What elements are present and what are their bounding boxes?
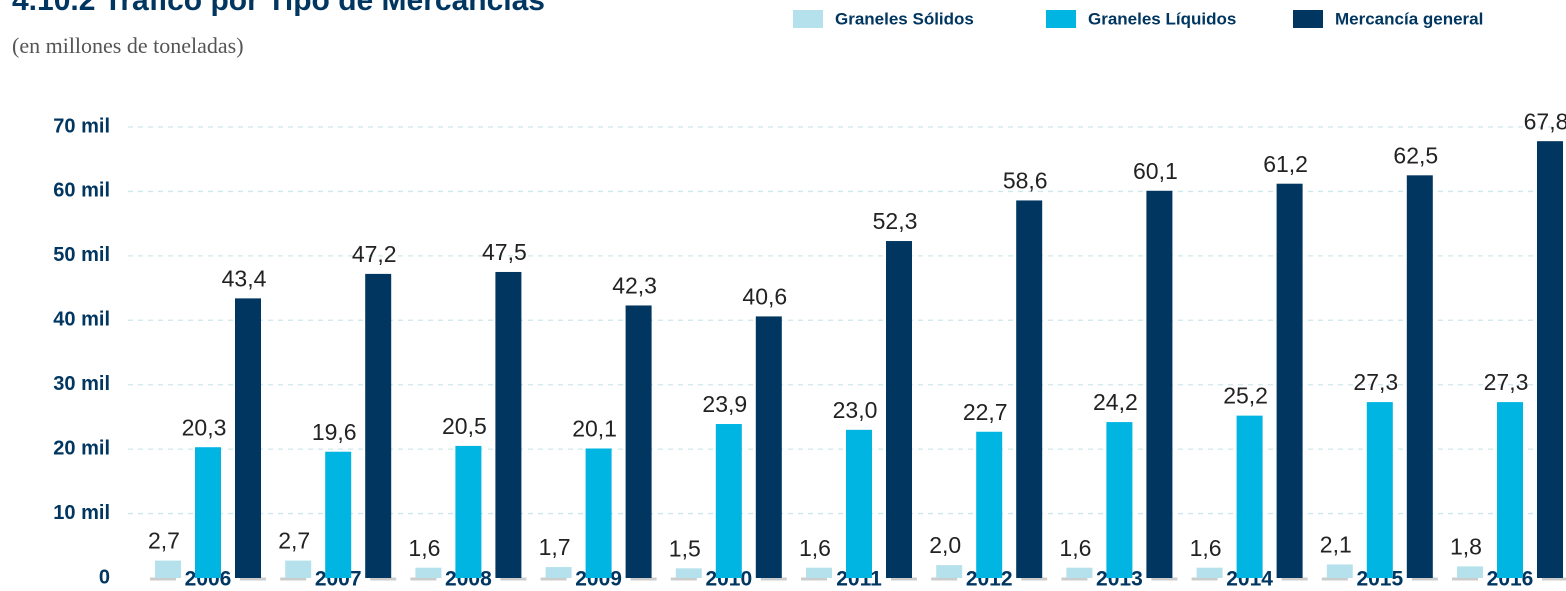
legend-swatch (1046, 10, 1076, 28)
value-label: 43,4 (222, 265, 267, 291)
value-label: 1,8 (1450, 533, 1482, 559)
bar (675, 568, 702, 578)
value-label: 47,2 (352, 241, 397, 267)
value-label: 25,2 (1223, 383, 1268, 409)
value-label: 27,3 (1353, 369, 1398, 395)
value-label: 22,7 (963, 399, 1008, 425)
legend-label: Mercancía general (1335, 9, 1483, 28)
bar (285, 560, 312, 578)
value-label: 1,6 (1059, 535, 1091, 561)
bar (1236, 415, 1263, 578)
y-tick-label: 40 mil (53, 309, 110, 331)
y-tick-label: 50 mil (53, 244, 110, 266)
bar (755, 316, 782, 578)
legend-swatch (1293, 10, 1323, 28)
chart-subtitle: (en millones de toneladas) (12, 33, 244, 58)
value-label: 67,8 (1524, 108, 1566, 134)
bar (1146, 190, 1173, 578)
bar (846, 429, 872, 578)
bar (585, 448, 612, 578)
value-label: 1,6 (1190, 535, 1222, 561)
bar (886, 241, 912, 578)
value-label: 2,7 (278, 528, 310, 554)
value-label: 20,1 (572, 416, 617, 442)
bar (1406, 175, 1433, 579)
value-label: 2,1 (1320, 532, 1352, 558)
bar (495, 271, 522, 578)
value-label: 62,5 (1393, 142, 1438, 168)
value-label: 2,7 (148, 528, 180, 554)
value-label: 23,9 (702, 391, 747, 417)
value-label: 52,3 (873, 208, 918, 234)
y-tick-label: 70 mil (53, 115, 110, 137)
value-label: 19,6 (312, 419, 357, 445)
value-label: 20,3 (182, 414, 227, 440)
bar (1016, 200, 1043, 578)
value-label: 1,6 (799, 535, 831, 561)
bar (415, 567, 442, 578)
value-label: 24,2 (1093, 389, 1138, 415)
bar (1326, 564, 1353, 578)
bar (455, 445, 482, 578)
value-label: 27,3 (1484, 369, 1529, 395)
bar (1457, 566, 1483, 578)
bar (936, 565, 963, 578)
value-label: 2,0 (929, 532, 961, 558)
bar (155, 560, 181, 578)
bar (1366, 402, 1393, 578)
bar (1537, 141, 1563, 578)
value-label: 1,6 (408, 535, 440, 561)
bar (806, 567, 832, 578)
bar (545, 567, 572, 578)
bar (625, 305, 652, 578)
bar (235, 298, 261, 578)
bar (976, 431, 1003, 578)
value-label: 1,7 (539, 534, 571, 560)
bar (1196, 567, 1223, 578)
bar (195, 447, 221, 578)
value-label: 1,5 (669, 535, 701, 561)
y-tick-label: 20 mil (53, 437, 110, 459)
value-label: 61,2 (1263, 151, 1308, 177)
bar (1106, 422, 1133, 578)
bar (365, 273, 392, 578)
value-label: 60,1 (1133, 158, 1178, 184)
chart-title: 4.10.2 Tráfico por Tipo de Mercancías (12, 0, 545, 17)
value-label: 40,6 (742, 283, 787, 309)
legend-label: Graneles Líquidos (1088, 9, 1236, 28)
legend-swatch (793, 10, 823, 28)
bar (715, 424, 742, 578)
bar (325, 451, 352, 578)
y-tick-label: 10 mil (53, 502, 110, 524)
value-label: 20,5 (442, 413, 487, 439)
y-tick-label: 0 (99, 566, 110, 588)
value-label: 23,0 (833, 397, 878, 423)
bar (1276, 183, 1303, 578)
value-label: 42,3 (612, 273, 657, 299)
value-label: 58,6 (1003, 168, 1048, 194)
bar (1066, 567, 1093, 578)
y-tick-label: 30 mil (53, 373, 110, 395)
y-tick-label: 60 mil (53, 180, 110, 202)
legend-label: Graneles Sólidos (835, 9, 974, 28)
value-label: 47,5 (482, 239, 527, 265)
bar (1497, 402, 1523, 578)
